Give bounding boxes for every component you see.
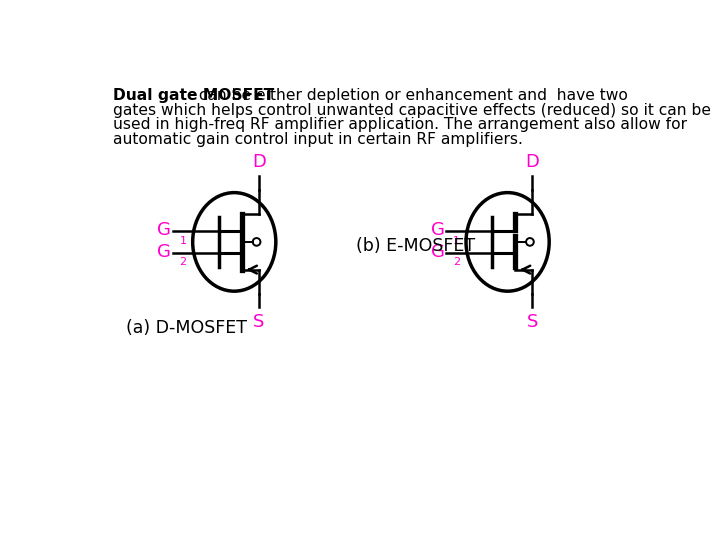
- Text: D: D: [526, 153, 539, 171]
- Text: automatic gain control input in certain RF amplifiers.: automatic gain control input in certain …: [113, 132, 523, 147]
- Text: 1: 1: [453, 236, 460, 246]
- Text: (b) E-MOSFET: (b) E-MOSFET: [356, 237, 474, 255]
- Text: 2: 2: [179, 257, 186, 267]
- Text: D: D: [252, 153, 266, 171]
- Text: 1: 1: [179, 236, 186, 246]
- Text: Dual gate MOSFET: Dual gate MOSFET: [113, 88, 274, 103]
- Text: gates which helps control unwanted capacitive effects (reduced) so it can be: gates which helps control unwanted capac…: [113, 103, 711, 118]
- Text: 2: 2: [453, 257, 460, 267]
- Text: G: G: [431, 243, 444, 261]
- Text: G: G: [431, 221, 444, 239]
- Text: (a) D-MOSFET: (a) D-MOSFET: [127, 319, 248, 337]
- Text: S: S: [253, 313, 264, 330]
- Text: S: S: [526, 313, 538, 330]
- Text: G: G: [157, 243, 171, 261]
- Text: G: G: [157, 221, 171, 239]
- Text: used in high-freq RF amplifier application. The arrangement also allow for: used in high-freq RF amplifier applicati…: [113, 117, 688, 132]
- Text: can be either depletion or enhancement and  have two: can be either depletion or enhancement a…: [194, 88, 628, 103]
